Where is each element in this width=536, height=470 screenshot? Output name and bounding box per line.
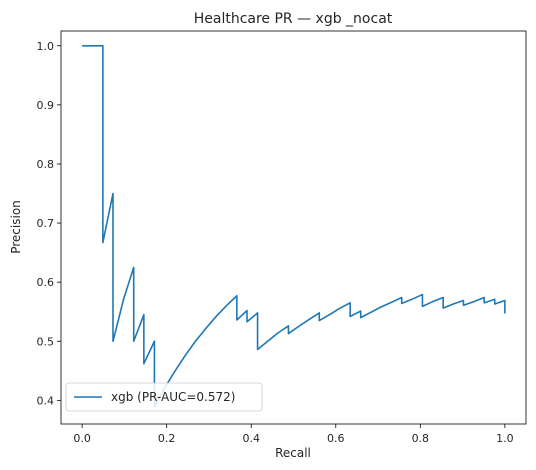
y-tick-label: 0.8 bbox=[37, 158, 55, 171]
x-axis-label: Recall bbox=[275, 446, 311, 460]
legend-box bbox=[65, 382, 263, 412]
x-axis: 0.0 0.2 0.4 0.6 0.8 1.0 bbox=[73, 424, 514, 445]
x-tick-label: 0.2 bbox=[158, 432, 176, 445]
chart-title: Healthcare PR — xgb _nocat bbox=[194, 11, 393, 27]
y-tick-label: 0.9 bbox=[37, 99, 55, 112]
y-axis-label: Precision bbox=[9, 200, 23, 254]
y-tick-label: 0.5 bbox=[37, 335, 55, 348]
plot-area bbox=[60, 30, 527, 425]
y-tick-label: 0.7 bbox=[37, 217, 55, 230]
y-axis: 0.4 0.5 0.6 0.7 0.8 0.9 1.0 bbox=[37, 40, 61, 407]
y-tick-label: 0.6 bbox=[37, 276, 55, 289]
series-layer bbox=[82, 44, 506, 408]
x-tick-label: 1.0 bbox=[496, 432, 514, 445]
series-line bbox=[82, 44, 506, 408]
y-tick-label: 1.0 bbox=[37, 40, 55, 53]
x-tick-label: 0.6 bbox=[327, 432, 345, 445]
x-tick-label: 0.8 bbox=[412, 432, 430, 445]
y-tick-label: 0.4 bbox=[37, 394, 55, 407]
legend: xgb (PR-AUC=0.572) bbox=[65, 382, 263, 412]
x-tick-label: 0.0 bbox=[73, 432, 91, 445]
x-tick-label: 0.4 bbox=[242, 432, 260, 445]
legend-label: xgb (PR-AUC=0.572) bbox=[111, 390, 235, 404]
